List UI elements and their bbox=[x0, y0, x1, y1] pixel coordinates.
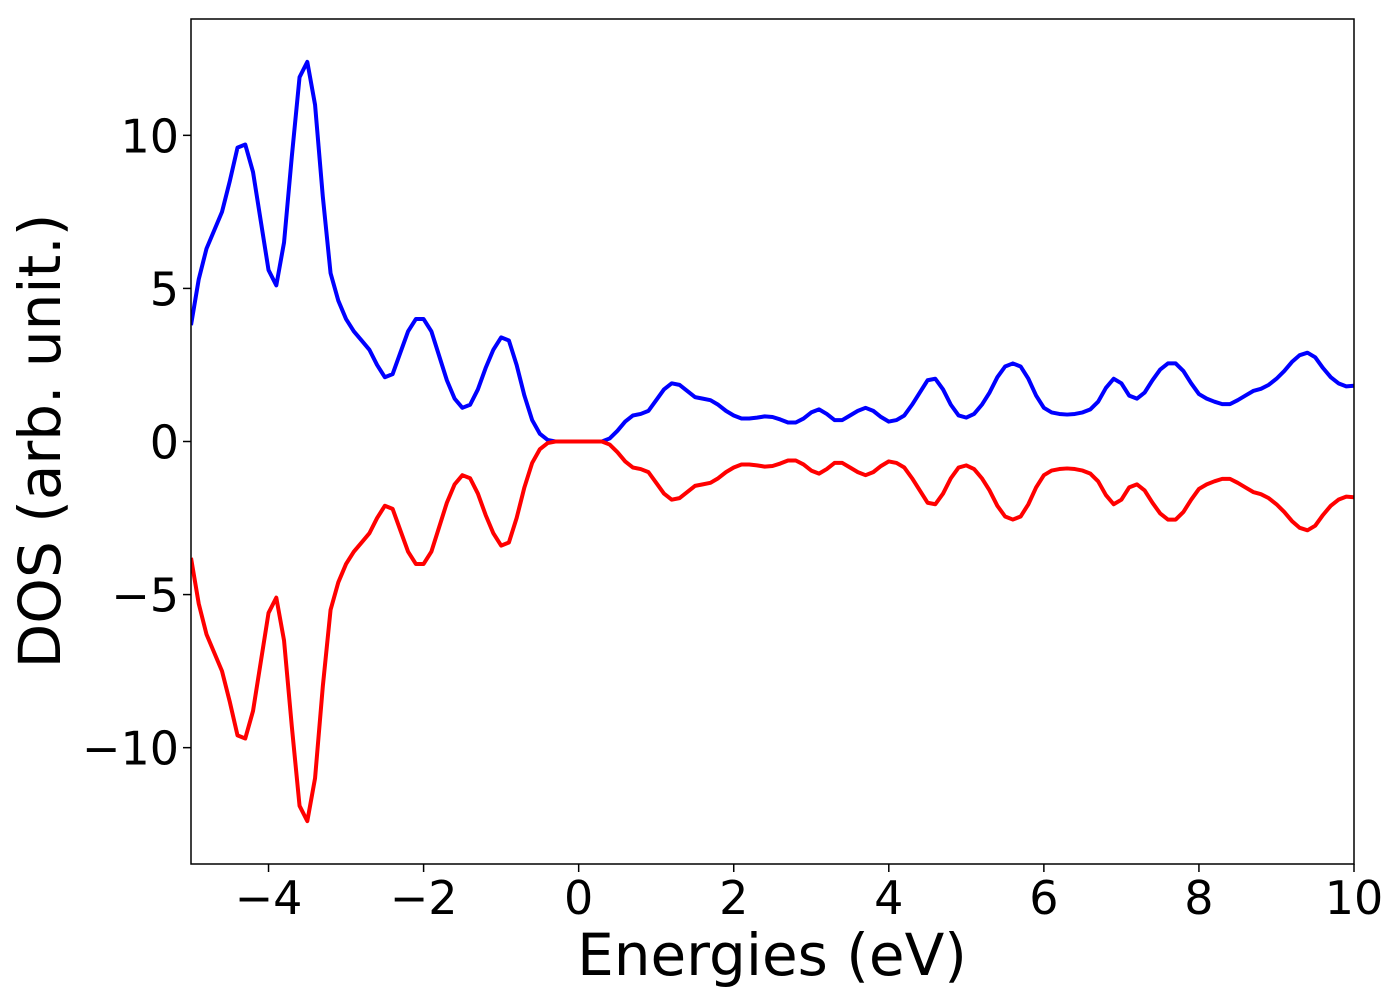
y-tick-label: −10 bbox=[82, 722, 179, 776]
x-tick-label: 2 bbox=[719, 871, 748, 925]
x-axis-label: Energies (eV) bbox=[577, 921, 967, 989]
y-tick-label: 10 bbox=[120, 109, 179, 163]
x-tick-label: 10 bbox=[1325, 871, 1384, 925]
y-tick-label: 5 bbox=[150, 262, 179, 316]
x-tick-label: 8 bbox=[1184, 871, 1213, 925]
plot-frame bbox=[190, 18, 1355, 865]
x-tick-label: −4 bbox=[235, 871, 303, 925]
x-tick-label: −2 bbox=[390, 871, 458, 925]
data-line bbox=[191, 439, 1354, 824]
x-tick-label: 6 bbox=[1029, 871, 1058, 925]
x-tick-label: 0 bbox=[564, 871, 593, 925]
data-line bbox=[191, 59, 1354, 444]
x-tick-label: 4 bbox=[874, 871, 903, 925]
y-tick-label: −5 bbox=[111, 569, 179, 623]
y-axis-label: DOS (arb. unit.) bbox=[6, 214, 74, 669]
y-tick-label: 0 bbox=[150, 416, 179, 470]
